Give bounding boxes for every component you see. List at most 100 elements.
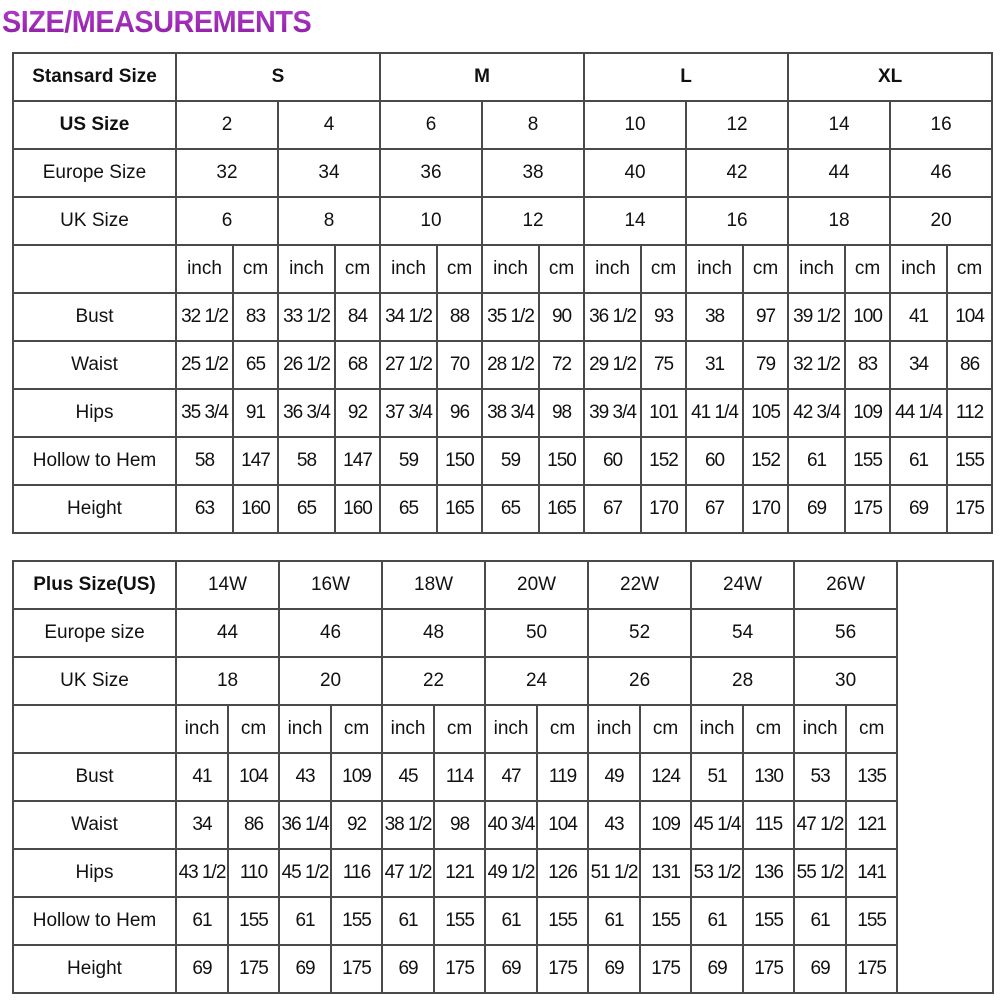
measurement-row: Bust 41 104 43 109 45 114 47 119 49 124 51 130 53 135 (12, 752, 993, 802)
measurement-value: 83 (232, 292, 279, 342)
measurement-value: 121 (845, 800, 899, 850)
uk-size-cell: 18 (174, 656, 281, 706)
standard-size-table: Stansard Size S M L XL US Size 2 4 6 8 10 12 14 16 Eur… (12, 52, 994, 534)
measurement-value: 155 (226, 896, 281, 946)
measurement-value: 155 (742, 896, 796, 946)
measurement-value: 44 1/4 (889, 388, 949, 438)
unit-inch: inch (587, 704, 642, 754)
measurement-value: 45 (381, 752, 436, 802)
uk-size-cell: 14 (583, 196, 688, 246)
measurement-value: 61 (690, 896, 745, 946)
measurement-label: Hollow to Hem (12, 896, 177, 946)
measurement-value: 155 (639, 896, 693, 946)
measurement-value: 35 3/4 (175, 388, 234, 438)
measurement-value: 175 (330, 944, 384, 994)
measurement-value: 43 1/2 (175, 848, 229, 898)
measurement-value: 31 (685, 340, 745, 390)
measurement-value: 69 (793, 944, 848, 994)
unit-cm: cm (639, 704, 693, 754)
us-size-cell: 14W (174, 560, 281, 610)
us-size-cell: 16W (278, 560, 384, 610)
measurement-value: 119 (536, 752, 590, 802)
measurement-value: 160 (334, 484, 381, 534)
measurement-value: 175 (639, 944, 693, 994)
europe-size-cell: 56 (793, 608, 899, 658)
uk-size-cell: 6 (175, 196, 279, 246)
us-size-cell: 10 (583, 100, 688, 150)
europe-size-cell: 32 (175, 148, 279, 198)
unit-cm: cm (226, 704, 281, 754)
unit-inch: inch (175, 244, 234, 294)
measurement-value: 53 (793, 752, 848, 802)
measurement-value: 116 (330, 848, 384, 898)
measurement-value: 36 3/4 (277, 388, 336, 438)
measurement-value: 170 (742, 484, 790, 534)
measurement-value: 34 (175, 800, 229, 850)
measurement-value: 69 (175, 944, 229, 994)
unit-cm: cm (742, 244, 790, 294)
measurement-value: 96 (436, 388, 483, 438)
measurement-value: 70 (436, 340, 483, 390)
unit-inch: inch (793, 704, 848, 754)
measurement-value: 126 (536, 848, 590, 898)
unit-cm: cm (330, 704, 384, 754)
measurement-value: 155 (845, 896, 899, 946)
measurement-value: 170 (640, 484, 688, 534)
measurement-row: Hips 43 1/2 110 45 1/2 116 47 1/2 121 49 1/2 126… (12, 848, 993, 898)
europe-size-label: Europe Size (12, 148, 177, 198)
unit-cm: cm (433, 704, 487, 754)
unit-inch: inch (690, 704, 745, 754)
measurement-value: 61 (793, 896, 848, 946)
uk-size-cell: 16 (685, 196, 790, 246)
measurement-value: 28 1/2 (481, 340, 540, 390)
measurement-value: 63 (175, 484, 234, 534)
measurement-value: 36 1/2 (583, 292, 643, 342)
uk-size-cell: 22 (381, 656, 487, 706)
measurement-label: Hollow to Hem (12, 436, 177, 486)
uk-size-cell: 26 (587, 656, 693, 706)
unit-cm: cm (844, 244, 892, 294)
measurement-label: Bust (12, 292, 177, 342)
measurement-value: 135 (845, 752, 899, 802)
measurement-label: Bust (12, 752, 177, 802)
uk-size-row: UK Size 6 8 10 12 14 16 18 20 (12, 196, 994, 246)
measurement-value: 51 1/2 (587, 848, 642, 898)
measurement-value: 175 (845, 944, 899, 994)
measurement-value: 58 (277, 436, 336, 486)
unit-inch: inch (381, 704, 436, 754)
unit-inch: inch (889, 244, 949, 294)
us-size-cell: 16 (889, 100, 994, 150)
uk-size-cell: 28 (690, 656, 796, 706)
europe-size-row: Europe Size 32 34 36 38 40 42 44 46 (12, 148, 994, 198)
measurement-value: 25 1/2 (175, 340, 234, 390)
measurement-value: 69 (484, 944, 539, 994)
measurement-row: Hollow to Hem 58 147 58 147 59 150 59 150 60 152 60… (12, 436, 994, 486)
header-label: Plus Size(US) (12, 560, 177, 610)
measurement-row: Height 63 160 65 160 65 165 65 165 67 170 67 170 69 17… (12, 484, 994, 534)
measurement-value: 39 1/2 (787, 292, 847, 342)
europe-size-cell: 40 (583, 148, 688, 198)
measurement-value: 121 (433, 848, 487, 898)
measurement-value: 150 (537, 436, 586, 486)
measurement-value: 60 (685, 436, 745, 486)
unit-cm: cm (946, 244, 994, 294)
unit-inch: inch (685, 244, 745, 294)
uk-size-cell: 10 (379, 196, 483, 246)
measurement-value: 155 (946, 436, 994, 486)
us-size-cell: 22W (587, 560, 693, 610)
us-size-cell: 20W (484, 560, 590, 610)
europe-size-cell: 52 (587, 608, 693, 658)
us-size-cell: 18W (381, 560, 487, 610)
measurement-value: 39 3/4 (583, 388, 643, 438)
measurement-value: 152 (742, 436, 790, 486)
measurement-value: 147 (334, 436, 381, 486)
measurement-value: 83 (844, 340, 892, 390)
measurement-value: 33 1/2 (277, 292, 336, 342)
unit-inch: inch (277, 244, 336, 294)
unit-cm: cm (536, 704, 590, 754)
measurement-value: 43 (587, 800, 642, 850)
unit-inch: inch (787, 244, 847, 294)
measurement-value: 65 (379, 484, 438, 534)
measurement-value: 84 (334, 292, 381, 342)
unit-inch: inch (379, 244, 438, 294)
